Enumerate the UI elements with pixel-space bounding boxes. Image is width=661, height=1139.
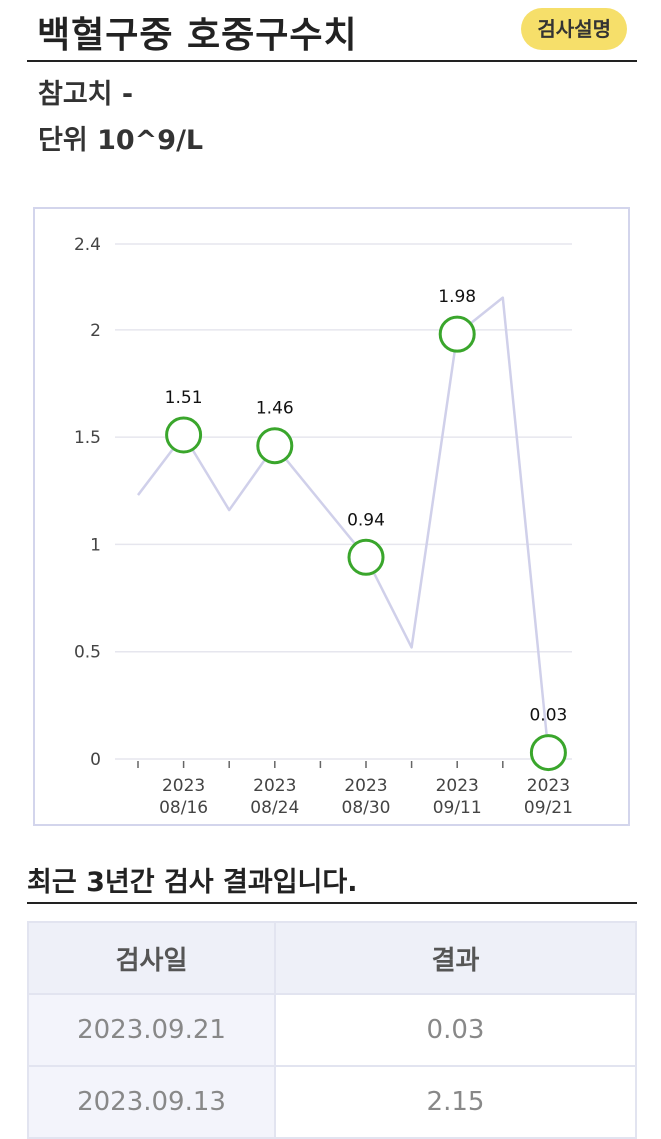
data-label: 0.03 — [529, 706, 567, 726]
data-label: 1.51 — [165, 388, 203, 408]
date-column-header: 검사일 — [27, 921, 276, 995]
x-tick-label: 08/30 — [342, 798, 391, 818]
x-tick-label: 09/11 — [433, 798, 482, 818]
y-tick-label: 1.5 — [74, 428, 101, 448]
page-title: 백혈구중 호중구수치 — [37, 15, 358, 56]
chart-svg: 2.421.510.50202308/16202308/24202308/302… — [74, 235, 573, 818]
data-point-marker — [256, 427, 294, 465]
x-tick-label: 2023 — [162, 776, 205, 796]
reference-range: 참고치 - — [38, 79, 134, 110]
result-column-header: 결과 — [274, 921, 637, 995]
table-cell-result: 0.03 — [274, 993, 637, 1067]
table-cell-date: 2023.09.21 — [27, 993, 276, 1067]
table-header-row: 검사일 결과 — [27, 921, 637, 995]
series-line — [137, 296, 550, 753]
y-tick-label: 0.5 — [74, 643, 101, 663]
x-tick-label: 2023 — [344, 776, 387, 796]
y-tick-label: 2.4 — [74, 235, 101, 255]
y-tick-label: 0 — [90, 750, 101, 770]
results-table: 검사일 결과 2023.09.21 0.03 2023.09.13 2.15 — [27, 921, 637, 1139]
recent-results-heading: 최근 3년간 검사 결과입니다. — [27, 860, 637, 904]
y-tick-label: 1 — [90, 535, 101, 555]
table-row[interactable]: 2023.09.21 0.03 — [27, 993, 637, 1067]
table-cell-date: 2023.09.13 — [27, 1065, 276, 1139]
x-tick-label: 2023 — [527, 776, 570, 796]
x-tick-label: 09/21 — [524, 798, 573, 818]
data-point-marker — [165, 416, 203, 454]
x-tick-label: 08/16 — [159, 798, 208, 818]
data-label: 1.46 — [256, 399, 294, 419]
page-header: 백혈구중 호중구수치 검사설명 — [27, 0, 637, 62]
x-tick-label: 2023 — [436, 776, 479, 796]
unit-label: 단위 10^9/L — [38, 125, 204, 156]
neutrophil-chart: 2.4 2 1.5 1 0.5 0 2023 08/16 2023 08/24 2023 08/30 2… — [33, 207, 630, 826]
test-explanation-button[interactable]: 검사설명 — [521, 8, 627, 50]
x-tick-label: 2023 — [253, 776, 296, 796]
data-label: 1.98 — [438, 287, 476, 307]
y-tick-label: 2 — [90, 321, 101, 341]
x-tick-label: 08/24 — [250, 798, 299, 818]
data-point-marker — [347, 538, 385, 576]
data-point-marker — [529, 734, 567, 772]
data-label: 0.94 — [347, 510, 385, 530]
table-cell-result: 2.15 — [274, 1065, 637, 1139]
table-row[interactable]: 2023.09.13 2.15 — [27, 1065, 637, 1139]
data-point-marker — [438, 315, 476, 353]
